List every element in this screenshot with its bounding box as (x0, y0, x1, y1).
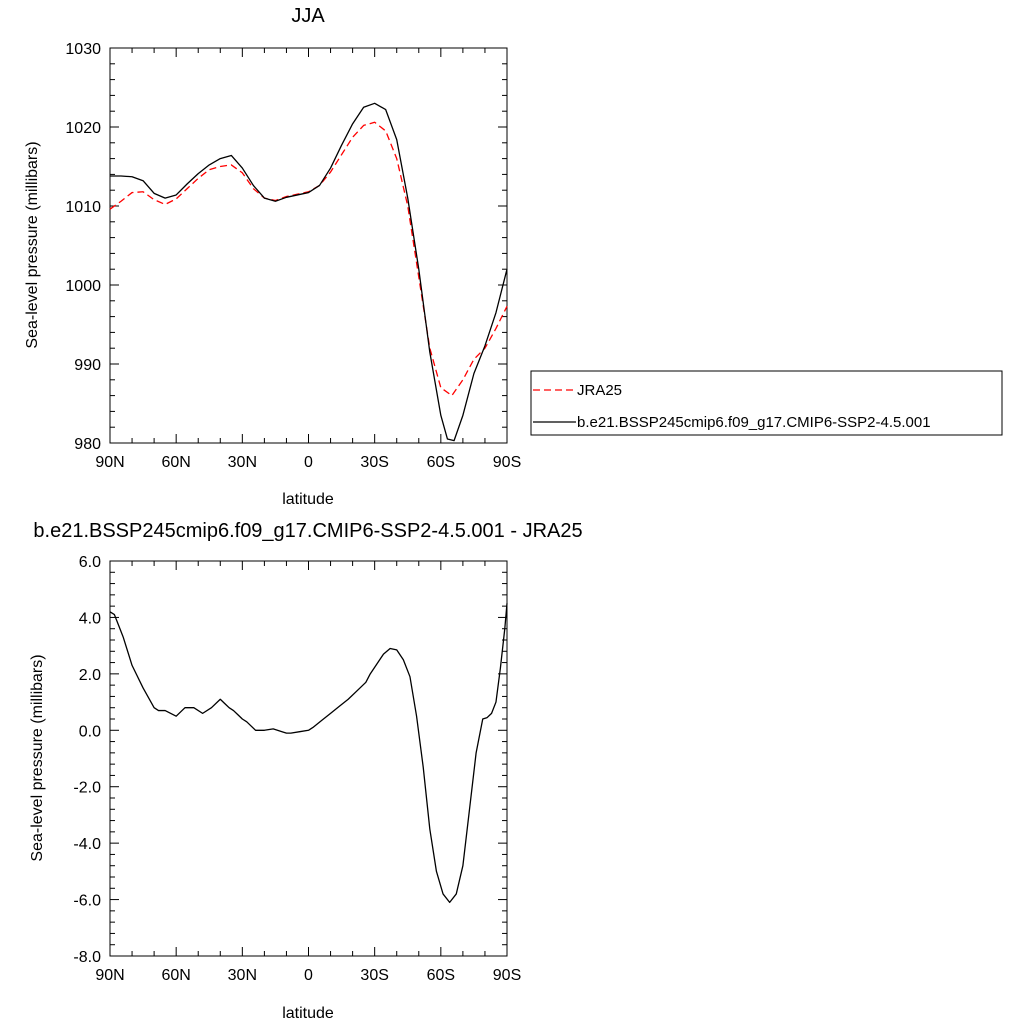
bottom-x-tick-label: 60S (427, 967, 455, 984)
bottom-x-tick-label: 30S (360, 967, 388, 984)
bottom-x-tick-label: 90N (95, 967, 124, 984)
bottom-plot-frame (109, 560, 508, 957)
top-y-tick-label: 1020 (65, 120, 101, 137)
top-x-tick-label: 90S (493, 454, 521, 471)
top-y-tick-label: 1010 (65, 199, 101, 216)
bottom-x-tick-label: 60N (161, 967, 190, 984)
top-axis-ticks: 90N 60N 30N 0 30S 60S 90S 980 990 1000 1010 1020 103… (65, 41, 521, 471)
bottom-y-tick-label: -2.0 (73, 780, 101, 797)
top-series-lines (109, 102, 508, 442)
top-series-line-1 (110, 102, 508, 442)
bottom-y-tick-label: 4.0 (79, 610, 101, 627)
bottom-y-tick-label: 6.0 (79, 554, 101, 571)
bottom-chart-title: b.e21.BSSP245cmip6.f09_g17.CMIP6-SSP2-4.… (33, 520, 582, 542)
legend-box (530, 370, 1003, 436)
top-y-tick-label: 990 (74, 357, 101, 374)
bottom-x-tick-label: 30N (228, 967, 257, 984)
top-x-tick-label: 60S (427, 454, 455, 471)
top-x-tick-label: 30S (360, 454, 388, 471)
top-x-tick-label: 0 (304, 454, 313, 471)
bottom-y-tick-label: -8.0 (73, 949, 101, 966)
top-plot-frame (109, 47, 508, 444)
bottom-y-tick-label: 0.0 (79, 723, 101, 740)
top-y-tick-label: 980 (74, 436, 101, 453)
top-x-tick-label: 90N (95, 454, 124, 471)
top-x-tick-label: 30N (228, 454, 257, 471)
top-chart: JJA 90N 60N 30N 0 30S 60S 90S 980 990 1000 1010 102… (24, 5, 521, 508)
top-x-axis-label: latitude (282, 491, 334, 508)
top-y-tick-label: 1000 (65, 278, 101, 295)
bottom-series-lines (109, 603, 508, 904)
top-y-tick-label: 1030 (65, 41, 101, 58)
bottom-x-axis-label: latitude (282, 1005, 334, 1022)
legend: JRA25 b.e21.BSSP245cmip6.f09_g17.CMIP6-S… (530, 370, 1003, 436)
bottom-axis-ticks: 90N 60N 30N 0 30S 60S 90S -8.0 -6.0 -4.0 -2.0 0.0 2.… (73, 554, 521, 984)
bottom-y-tick-label: 2.0 (79, 667, 101, 684)
bottom-series-line-0 (109, 603, 508, 904)
bottom-x-tick-label: 0 (304, 967, 313, 984)
bottom-chart: b.e21.BSSP245cmip6.f09_g17.CMIP6-SSP2-4.… (29, 520, 583, 1022)
top-series-line-0 (109, 121, 508, 397)
legend-label-model: b.e21.BSSP245cmip6.f09_g17.CMIP6-SSP2-4.… (577, 414, 931, 431)
bottom-y-tick-label: -6.0 (73, 893, 101, 910)
top-y-axis-label: Sea-level pressure (millibars) (24, 141, 41, 348)
bottom-x-tick-label: 90S (493, 967, 521, 984)
legend-label-jra25: JRA25 (577, 382, 622, 399)
top-chart-title: JJA (291, 5, 325, 27)
bottom-y-axis-label: Sea-level pressure (millibars) (29, 654, 46, 861)
bottom-y-tick-label: -4.0 (73, 836, 101, 853)
top-x-tick-label: 60N (161, 454, 190, 471)
